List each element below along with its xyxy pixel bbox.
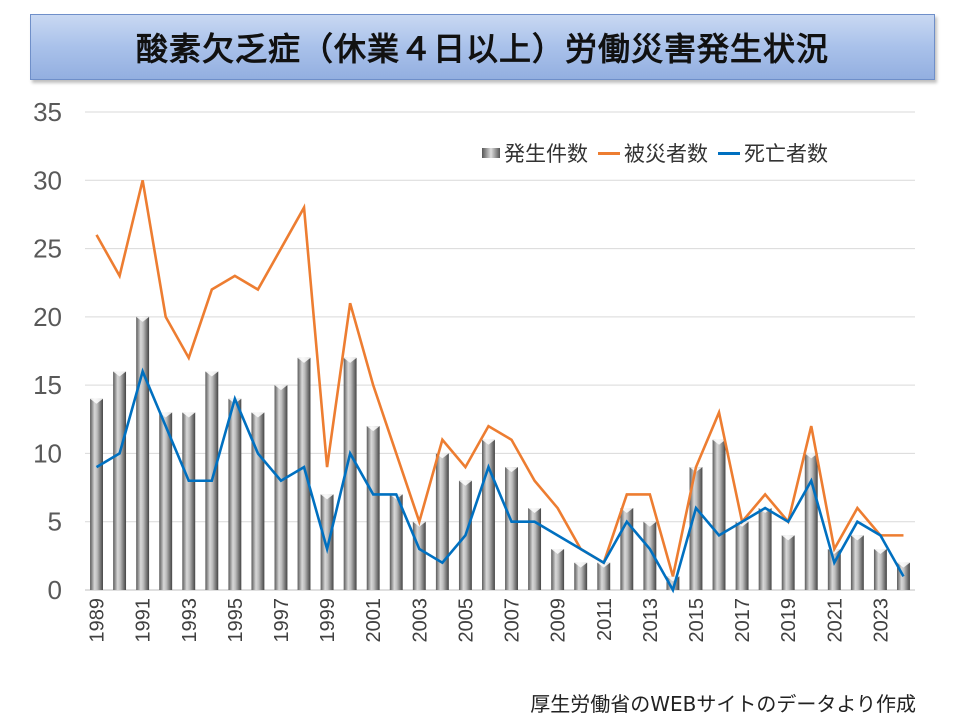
bar-2008 (528, 508, 542, 590)
bar-1993 (182, 412, 196, 590)
bar-1991 (136, 316, 150, 590)
bar-cap (804, 453, 818, 459)
bar-1996 (251, 412, 265, 590)
source-note: 厚生労働省のWEBサイトのデータより作成 (530, 692, 916, 716)
bar-cap (136, 316, 150, 322)
y-tick-label: 35 (33, 97, 62, 127)
bar-2020 (804, 453, 818, 590)
bar-cap (781, 535, 795, 541)
legend-label: 発生件数 (504, 142, 588, 166)
bar-cap (159, 412, 173, 418)
bar-cap (551, 549, 565, 555)
x-tick-label: 2013 (640, 598, 662, 643)
bar-cap (597, 562, 611, 568)
bar-2007 (505, 467, 518, 590)
bar-2022 (850, 535, 864, 590)
bar-2001 (366, 426, 380, 590)
x-tick-label: 2009 (548, 598, 570, 643)
bar-2009 (551, 549, 565, 590)
x-tick-label: 1999 (317, 598, 339, 643)
bar-1999 (320, 494, 334, 590)
y-tick-label: 5 (48, 507, 62, 537)
bar-cap (643, 521, 657, 527)
bar-cap (297, 357, 311, 363)
bar-1990 (113, 371, 127, 590)
x-tick-label: 1997 (271, 598, 293, 643)
line-series-deaths (95, 367, 905, 594)
bar-cap (90, 398, 103, 404)
bar-cap (850, 535, 864, 541)
y-tick-label: 10 (33, 438, 62, 468)
x-tick-label: 2019 (778, 598, 800, 643)
y-tick-label: 25 (33, 234, 62, 264)
x-tick-label: 2003 (409, 598, 431, 643)
x-tick-label: 2001 (363, 598, 385, 643)
bar-2006 (482, 439, 495, 590)
bar-cap (528, 508, 542, 514)
bar-2011 (597, 562, 611, 590)
x-tick-label: 1993 (179, 598, 201, 643)
bar-1992 (159, 412, 173, 590)
legend-swatch-orange-line (598, 151, 620, 155)
title-banner: 酸素欠乏症（休業４日以上）労働災害発生状況 (30, 14, 935, 80)
legend-item-victims: 被災者数 (598, 138, 708, 168)
bar-2015 (689, 467, 703, 590)
x-tick-label: 2007 (502, 598, 524, 643)
legend-label: 死亡者数 (744, 142, 828, 166)
bar-cap (343, 357, 357, 363)
y-tick-label: 15 (33, 370, 62, 400)
bar-cap (320, 494, 334, 500)
line-series-victims (95, 179, 904, 577)
bar-1989 (90, 398, 103, 590)
x-tick-label: 2005 (455, 598, 477, 643)
x-tick-label: 1995 (225, 598, 247, 643)
bar-1997 (274, 385, 288, 590)
y-tick-label: 30 (33, 165, 62, 195)
bar-2013 (643, 521, 657, 590)
bar-2016 (712, 439, 726, 590)
bar-1995 (228, 398, 242, 590)
bar-cap (873, 549, 887, 555)
bar-2023 (873, 549, 887, 590)
bar-cap (505, 467, 518, 473)
chart-title: 酸素欠乏症（休業４日以上）労働災害発生状況 (135, 30, 829, 68)
x-tick-label: 1991 (133, 598, 155, 643)
legend-item-incidents: 発生件数 (482, 138, 588, 168)
bar-1998 (297, 357, 311, 590)
bar-cap (897, 562, 910, 568)
x-tick-label: 2011 (594, 598, 616, 641)
bar-2017 (735, 521, 749, 590)
y-tick-label: 0 (48, 575, 62, 605)
bar-cap (712, 439, 726, 445)
bar-2010 (574, 562, 588, 590)
legend-swatch-bar (482, 148, 500, 158)
bar-2000 (343, 357, 357, 590)
bar-cap (182, 412, 196, 418)
x-tick-label: 1989 (87, 598, 109, 643)
legend-swatch-blue-line (718, 151, 740, 155)
legend: 発生件数 被災者数 死亡者数 (482, 138, 838, 168)
bar-cap (251, 412, 265, 418)
x-tick-label: 2021 (824, 598, 846, 643)
bar-cap (482, 439, 495, 445)
bar-2003 (412, 521, 426, 590)
bar-cap (366, 426, 380, 432)
legend-item-deaths: 死亡者数 (718, 138, 828, 168)
bar-2018 (758, 508, 772, 590)
y-tick-label: 20 (33, 302, 62, 332)
bar-cap (574, 562, 588, 568)
bar-2004 (435, 453, 449, 590)
bar-2019 (781, 535, 795, 590)
bar-cap (113, 371, 127, 377)
bar-cap (620, 508, 634, 514)
bar-cap (458, 480, 472, 486)
legend-label: 被災者数 (624, 142, 708, 166)
bar-2002 (389, 494, 403, 590)
x-tick-label: 2015 (686, 598, 708, 643)
bar-cap (274, 385, 288, 391)
x-tick-label: 2023 (870, 598, 892, 643)
bar-cap (205, 371, 219, 377)
x-tick-label: 2017 (732, 598, 754, 643)
